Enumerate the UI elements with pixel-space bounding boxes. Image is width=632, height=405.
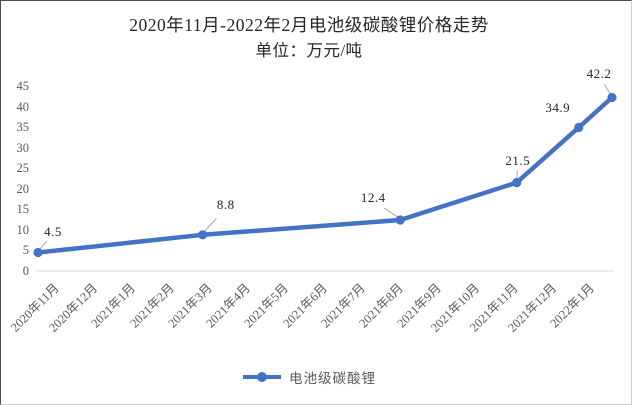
data-point-value-label: 34.9 xyxy=(545,99,571,115)
data-label-leader-line xyxy=(39,240,48,250)
y-axis-tick-label: 30 xyxy=(16,140,30,155)
chart-title: 2020年11月-2022年2月电池级碳酸锂价格走势 xyxy=(129,15,489,35)
y-axis-tick-label: 45 xyxy=(16,79,30,93)
y-axis-tick-label: 20 xyxy=(16,181,30,196)
y-axis-tick-label: 40 xyxy=(16,99,30,114)
data-point-marker xyxy=(512,178,522,188)
data-label-leader-line xyxy=(204,217,217,231)
data-point-value-label: 12.4 xyxy=(360,190,386,206)
legend-series-label: 电池级碳酸锂 xyxy=(289,371,376,386)
data-label-leader-line xyxy=(383,207,398,218)
data-point-marker xyxy=(198,230,208,240)
chart-subtitle: 单位：万元/吨 xyxy=(255,41,363,60)
y-axis-tick-label: 0 xyxy=(22,264,29,278)
data-label-leader-line xyxy=(516,170,518,180)
data-point-marker xyxy=(607,92,617,103)
data-point-value-label: 42.2 xyxy=(586,65,612,81)
y-axis-tick-label: 35 xyxy=(16,120,30,135)
legend-line-marker-icon xyxy=(243,372,281,382)
data-point-marker xyxy=(395,215,405,225)
data-point-value-label: 8.8 xyxy=(216,196,235,212)
y-axis-tick-label: 10 xyxy=(16,222,30,237)
data-point-marker xyxy=(33,247,43,258)
data-point-marker xyxy=(574,122,584,133)
y-axis-tick-label: 15 xyxy=(16,202,30,217)
price-line xyxy=(35,95,615,255)
data-point-value-label: 4.5 xyxy=(44,223,62,239)
data-point-value-label: 21.5 xyxy=(505,152,531,168)
y-axis-tick-label: 25 xyxy=(16,161,30,176)
legend: 电池级碳酸锂 xyxy=(1,367,617,387)
y-axis-tick-label: 5 xyxy=(22,243,29,258)
data-label-leader-line xyxy=(603,84,612,95)
